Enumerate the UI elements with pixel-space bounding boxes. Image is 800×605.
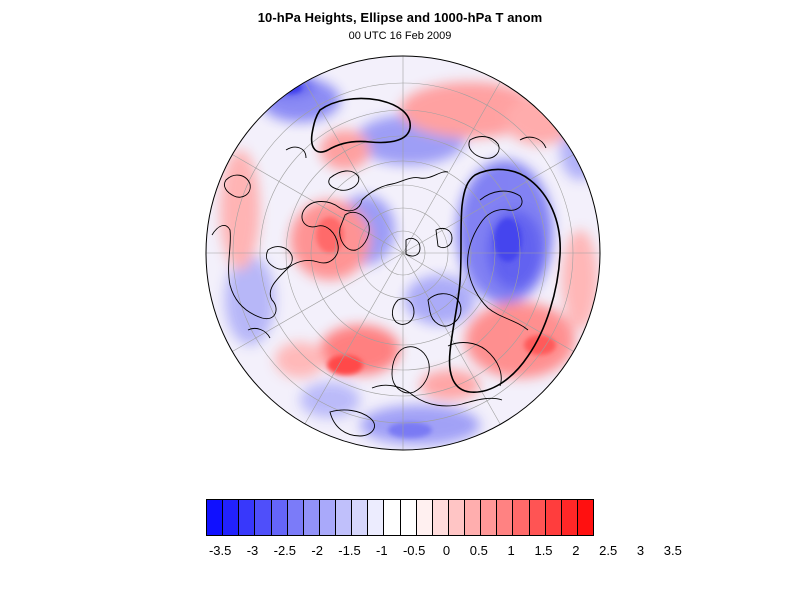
- colorbar-swatch: [336, 500, 353, 535]
- coastlines: [211, 136, 600, 437]
- colorbar-tick-label: 2.5: [599, 543, 618, 558]
- colorbar-swatch: [319, 500, 336, 535]
- colorbar-tick-label: 3: [636, 543, 645, 558]
- globe-outline: [205, 55, 601, 451]
- colorbar-tick-label: -3.5: [208, 543, 232, 558]
- colorbar-tick-label: 0.5: [469, 543, 488, 558]
- colorbar-labels: -3.5 -3 -2.5 -2 -1.5 -1 -0.5 0 0.5 1 1.5 2 2.5 3 3.5: [0, 543, 800, 563]
- colorbar-swatch: [577, 500, 593, 535]
- colorbar-tick-label: 1: [507, 543, 515, 558]
- colorbar-swatch: [561, 500, 578, 535]
- colorbar-swatch: [384, 500, 401, 535]
- colorbar: [206, 499, 594, 536]
- colorbar-swatch: [352, 500, 369, 535]
- colorbar-tick-label: -2: [311, 543, 323, 558]
- colorbar-swatch: [432, 500, 449, 535]
- chart-subtitle: 00 UTC 16 Feb 2009: [348, 30, 452, 42]
- vortex-ellipses: [310, 97, 561, 393]
- colorbar-tick-label: -3: [246, 543, 259, 558]
- colorbar-swatch: [513, 500, 530, 535]
- colorbar-swatch: [223, 500, 240, 535]
- graticule: [206, 56, 600, 450]
- colorbar-tick-label: 1.5: [534, 543, 553, 558]
- colorbar-tick-label: -0.5: [402, 543, 426, 558]
- colorbar-swatch: [529, 500, 546, 535]
- colorbar-tick-label: -1.5: [338, 543, 361, 558]
- colorbar-tick-label: -2.5: [273, 543, 297, 558]
- colorbar-swatch: [287, 500, 304, 535]
- colorbar-swatch: [271, 500, 288, 535]
- colorbar-tick-label: -1: [376, 543, 388, 558]
- colorbar-swatch: [303, 500, 320, 535]
- colorbar-swatch: [481, 500, 498, 535]
- colorbar-swatch: [497, 500, 514, 535]
- colorbar-tick-label: 2: [572, 543, 580, 558]
- colorbar-swatch: [416, 500, 433, 535]
- colorbar-swatch: [465, 500, 482, 535]
- colorbar-swatch: [207, 500, 224, 535]
- colorbar-swatch: [545, 500, 562, 535]
- colorbar-tick-label: 3.5: [663, 543, 682, 558]
- colorbar-tick-label: 0: [442, 543, 451, 558]
- chart-title: 10-hPa Heights, Ellipse and 1000-hPa T a…: [257, 10, 543, 25]
- colorbar-swatch: [255, 500, 272, 535]
- colorbar-swatch: [239, 500, 256, 535]
- colorbar-swatch: [400, 500, 417, 535]
- colorbar-swatch: [368, 500, 385, 535]
- colorbar-swatch: [448, 500, 465, 535]
